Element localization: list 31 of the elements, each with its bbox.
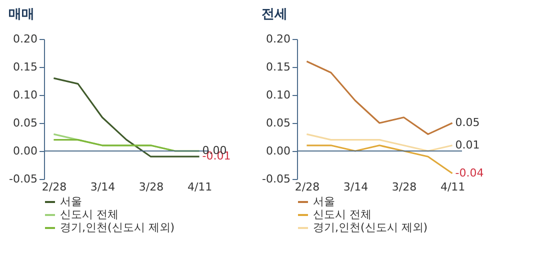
x-tick-label: 3/14 bbox=[90, 180, 116, 194]
y-tick-label: -0.05 bbox=[9, 172, 38, 186]
y-tick-label: 0.10 bbox=[266, 88, 290, 102]
chart-title: 매매 bbox=[8, 7, 35, 22]
legend-label: 경기,인천(신도시 제외) bbox=[313, 221, 428, 234]
data-label: 0.01 bbox=[455, 138, 480, 152]
y-tick-label: 0.20 bbox=[266, 32, 290, 46]
y-tick-label: 0.20 bbox=[13, 32, 38, 46]
x-tick-label: 2/28 bbox=[294, 180, 320, 194]
legend-label: 서울 bbox=[60, 195, 82, 208]
y-tick-label: -0.05 bbox=[262, 172, 290, 186]
y-tick-label: 0.00 bbox=[266, 144, 290, 158]
x-tick-label: 4/11 bbox=[440, 180, 466, 194]
legend-label: 경기,인천(신도시 제외) bbox=[60, 221, 175, 234]
legend-label: 신도시 전체 bbox=[313, 208, 372, 221]
y-tick-label: 0.15 bbox=[13, 60, 38, 74]
y-tick-label: 0.15 bbox=[266, 60, 290, 74]
x-tick-label: 3/28 bbox=[392, 180, 417, 194]
x-tick-label: 2/28 bbox=[42, 180, 67, 194]
x-tick-label: 3/14 bbox=[343, 180, 368, 194]
data-label: 0.05 bbox=[455, 116, 480, 129]
y-tick-label: 0.05 bbox=[266, 116, 290, 130]
chart-title: 전세 bbox=[262, 7, 288, 22]
data-label: -0.04 bbox=[455, 166, 484, 180]
legend-label: 신도시 전체 bbox=[60, 208, 118, 221]
x-tick-label: 3/28 bbox=[138, 180, 164, 194]
y-tick-label: 0.10 bbox=[13, 88, 38, 102]
x-tick-label: 4/11 bbox=[187, 180, 212, 194]
y-tick-label: 0.05 bbox=[13, 116, 38, 130]
legend-label: 서울 bbox=[313, 195, 335, 208]
y-tick-label: 0.00 bbox=[13, 144, 38, 158]
